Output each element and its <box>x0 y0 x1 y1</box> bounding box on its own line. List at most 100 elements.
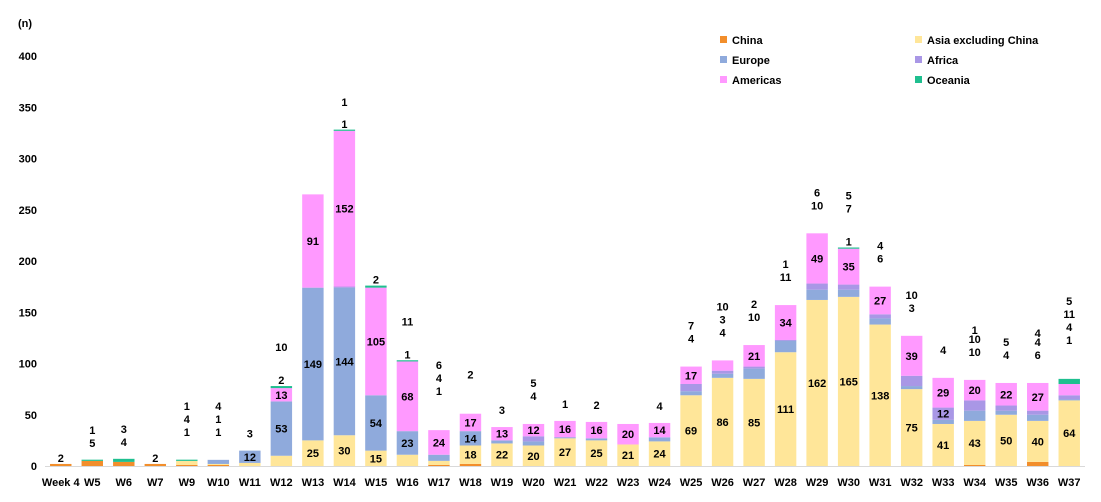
bar-segment-americas <box>333 130 356 287</box>
data-label: 25 <box>307 448 319 460</box>
data-label: 11 <box>1063 309 1075 321</box>
bar-segment-asia-excluding-china <box>554 438 576 466</box>
x-tick-label: W37 <box>1058 477 1081 489</box>
data-label: 12 <box>937 409 949 421</box>
bar-segment-oceania <box>270 386 293 389</box>
bar-segment-asia-excluding-china <box>270 455 293 466</box>
bar-segment-china <box>176 464 198 466</box>
bar-segment-europe <box>396 431 419 455</box>
bar-segment-asia-excluding-china <box>711 377 734 466</box>
x-tick-label: W10 <box>207 477 230 489</box>
data-label: 27 <box>559 447 571 459</box>
legend-swatch-africa <box>915 56 922 63</box>
y-tick-label: 400 <box>19 51 37 63</box>
x-tick-label: W13 <box>302 477 325 489</box>
x-tick-label: W22 <box>585 477 608 489</box>
data-label: 14 <box>464 433 477 445</box>
data-label: 4 <box>121 437 128 449</box>
data-label: 1 <box>562 399 568 411</box>
y-tick-label: 200 <box>19 256 37 268</box>
bar-segment-americas <box>932 377 954 408</box>
data-label: 24 <box>653 449 666 461</box>
bar-segment-oceania <box>837 247 860 249</box>
x-tick-label: W17 <box>428 477 451 489</box>
data-label: 111 <box>777 404 794 416</box>
bar-segment-americas <box>869 286 891 315</box>
bar-segment-americas <box>617 423 639 445</box>
bar-segment-oceania <box>333 129 356 131</box>
legend-label: Europe <box>732 55 770 67</box>
x-tick-label: W12 <box>270 477 293 489</box>
bar-segment-asia-excluding-china <box>806 299 828 466</box>
bar-segment-europe <box>1027 414 1049 421</box>
data-label: 10 <box>811 200 823 212</box>
bar-segment-asia-excluding-china <box>869 324 891 466</box>
data-label: 24 <box>433 437 446 449</box>
bar-segment-europe <box>270 401 293 456</box>
data-label: 152 <box>335 204 353 216</box>
data-label: 20 <box>527 451 539 463</box>
data-label: 3 <box>121 424 127 436</box>
data-label: 54 <box>370 418 383 430</box>
data-label: 1 <box>89 425 95 437</box>
legend-swatch-china <box>720 36 727 43</box>
bar-segment-africa <box>743 366 765 369</box>
data-label: 10 <box>275 342 287 354</box>
data-label: 12 <box>244 452 256 464</box>
y-tick-label: 150 <box>19 307 37 319</box>
x-tick-label: Week 4 <box>42 477 81 489</box>
data-label: 1 <box>846 237 852 249</box>
data-label: 13 <box>275 390 287 402</box>
data-label: 41 <box>937 440 949 452</box>
data-label: 1 <box>404 349 410 361</box>
x-tick-label: W21 <box>554 477 577 489</box>
bar-segment-asia-excluding-china <box>900 389 923 466</box>
y-axis-unit-label: (n) <box>18 18 32 30</box>
legend: China Asia excluding China Europe Africa Ame… <box>720 35 1039 87</box>
bar-segment-americas <box>648 422 671 438</box>
data-label: 27 <box>874 295 886 307</box>
bar-segment-africa <box>680 384 702 392</box>
data-label: 39 <box>906 351 918 363</box>
data-label: 1 <box>341 119 347 131</box>
data-label: 1 <box>1066 335 1072 347</box>
bar-segment-china <box>1027 461 1049 466</box>
data-label: 75 <box>906 423 918 435</box>
data-label: 53 <box>275 424 287 436</box>
bar-segment-asia-excluding-china <box>743 378 765 466</box>
bar-segment-asia-excluding-china <box>995 414 1017 466</box>
data-label: 2 <box>373 275 379 287</box>
bar-segment-asia-excluding-china <box>648 441 671 466</box>
data-label: 27 <box>1032 392 1044 404</box>
data-label: 69 <box>685 426 697 438</box>
bar-segment-americas <box>491 427 513 441</box>
bar-segment-americas <box>837 248 860 285</box>
y-tick-label: 0 <box>31 461 37 473</box>
data-label: 14 <box>653 425 666 437</box>
bar-segment-americas <box>806 233 828 284</box>
bar-segment-americas <box>900 335 923 376</box>
bar-segment-americas <box>522 423 545 437</box>
bar-segment-oceania <box>396 360 419 362</box>
data-label: 5 <box>530 378 536 390</box>
x-tick-label: W34 <box>963 477 987 489</box>
x-tick-label: W14 <box>333 477 357 489</box>
data-label: 16 <box>559 424 571 436</box>
bar-segment-americas <box>680 366 702 384</box>
bar-segment-europe <box>648 437 671 442</box>
bar-segment-africa <box>995 405 1017 411</box>
bar-segment-oceania <box>365 285 387 288</box>
data-label: 91 <box>307 236 319 248</box>
data-label: 4 <box>656 401 663 413</box>
data-label: 17 <box>464 417 476 429</box>
bar-segment-africa <box>932 407 954 420</box>
bar-segment-asia-excluding-china <box>491 443 513 466</box>
bar-segment-europe <box>869 318 891 325</box>
bar-segment-europe <box>239 450 261 463</box>
data-label: 10 <box>748 312 760 324</box>
data-label: 1 <box>215 414 221 426</box>
x-tick-label: W18 <box>459 477 482 489</box>
data-label: 4 <box>720 327 727 339</box>
x-tick-label: W23 <box>617 477 640 489</box>
